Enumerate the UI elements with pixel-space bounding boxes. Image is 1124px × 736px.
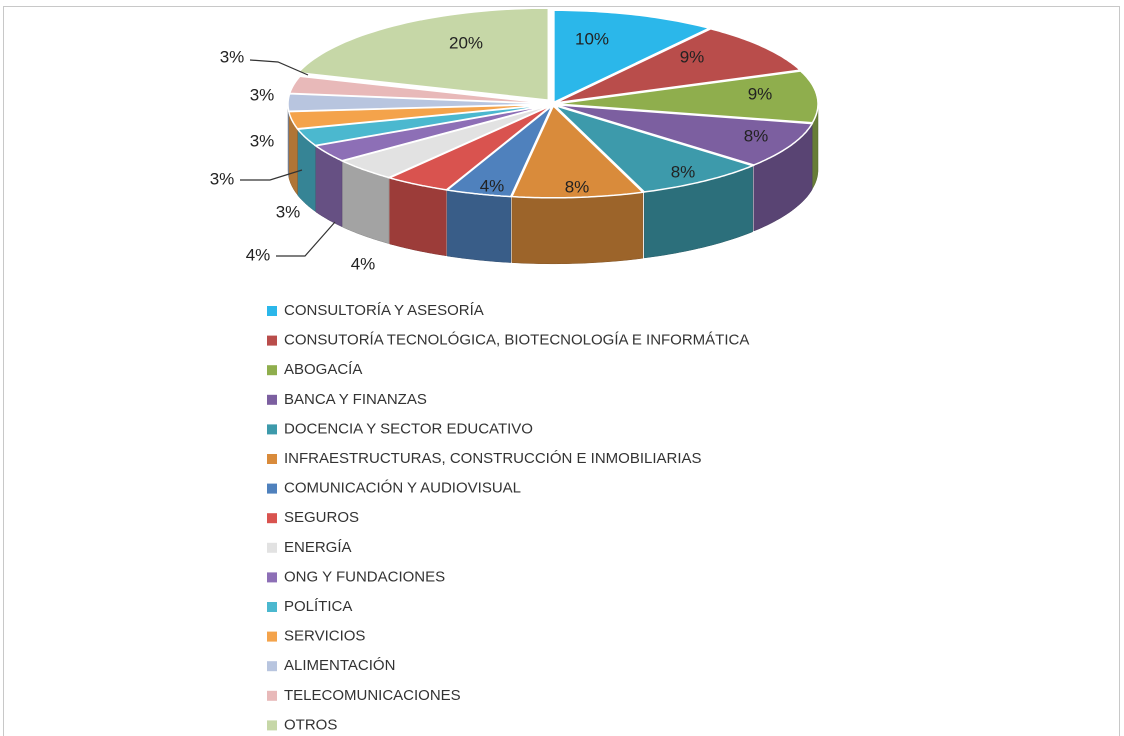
- value-label: 10%: [575, 29, 609, 48]
- legend-label: TELECOMUNICACIONES: [284, 687, 461, 704]
- legend-swatch: [267, 424, 277, 435]
- legend-label: OTROS: [284, 716, 337, 733]
- legend-swatch: [267, 720, 277, 731]
- slice: [296, 7, 550, 101]
- value-label: 3%: [276, 202, 301, 221]
- slice: [340, 104, 552, 179]
- value-label: 8%: [744, 126, 769, 145]
- legend-label: ENERGÍA: [284, 539, 352, 556]
- slice: [555, 70, 819, 124]
- slice: [288, 75, 551, 105]
- value-label: 4%: [351, 254, 376, 273]
- legend-swatch: [267, 394, 277, 405]
- legend-swatch: [267, 542, 277, 553]
- legend-label: BANCA Y FINANZAS: [284, 391, 427, 408]
- legend-label: SEGUROS: [284, 509, 359, 526]
- frame: [3, 6, 1120, 736]
- legend-swatch: [267, 602, 277, 612]
- value-label: 3%: [220, 47, 245, 66]
- slice: [555, 28, 802, 104]
- legend-swatch: [267, 335, 277, 346]
- slice-side: [446, 189, 512, 263]
- legend-swatch: [267, 454, 277, 464]
- legend-swatch: [267, 306, 277, 316]
- legend-swatch: [267, 483, 277, 494]
- legend-label: ABOGACÍA: [284, 361, 362, 378]
- value-label: 9%: [680, 47, 705, 66]
- slice-tops: [287, 7, 819, 199]
- legend-label: POLÍTICA: [284, 598, 352, 615]
- legend-label: CONSULTORÍA Y ASESORÍA: [284, 302, 484, 319]
- value-label: 8%: [565, 177, 590, 196]
- slice: [387, 104, 552, 191]
- slice: [445, 105, 553, 198]
- slice: [287, 103, 551, 130]
- value-label: 3%: [250, 131, 275, 150]
- leader-line: [249, 59, 309, 76]
- slice-side: [287, 104, 290, 178]
- legend-swatch: [267, 572, 277, 583]
- slice-side: [389, 177, 447, 257]
- slice: [287, 93, 551, 113]
- legend-swatch: [267, 365, 277, 376]
- slice: [510, 104, 645, 199]
- value-label: 9%: [748, 84, 773, 103]
- value-label: 3%: [250, 85, 275, 104]
- legend-label: ALIMENTACIÓN: [284, 657, 395, 674]
- leader-line: [240, 169, 303, 181]
- legend-label: ONG Y FUNDACIONES: [284, 568, 445, 585]
- value-label: 3%: [210, 169, 235, 188]
- slice: [313, 104, 551, 162]
- legend-swatch: [267, 661, 277, 672]
- slice: [554, 104, 755, 193]
- slice: [555, 104, 814, 166]
- value-label: 4%: [480, 176, 505, 195]
- value-label: 4%: [246, 245, 271, 264]
- value-label: 20%: [449, 33, 483, 52]
- legend-label: SERVICIOS: [284, 628, 365, 645]
- legend-label: DOCENCIA Y SECTOR EDUCATIVO: [284, 420, 533, 437]
- slice: [553, 9, 712, 104]
- value-label: 8%: [671, 162, 696, 181]
- slice-side: [511, 191, 644, 265]
- legend-swatch: [267, 631, 277, 642]
- slice: [296, 103, 551, 147]
- slice-sides: [287, 103, 819, 265]
- leader-line: [276, 221, 336, 257]
- legend-swatch: [267, 690, 277, 701]
- legend-label: INFRAESTRUCTURAS, CONSTRUCCIÓN E INMOBIL…: [284, 450, 702, 467]
- legend-label: COMUNICACIÓN Y AUDIOVISUAL: [284, 480, 521, 497]
- legend-swatch: [267, 513, 277, 524]
- legend-label: CONSUTORÍA TECNOLÓGICA, BIOTECNOLOGÍA E …: [284, 332, 749, 349]
